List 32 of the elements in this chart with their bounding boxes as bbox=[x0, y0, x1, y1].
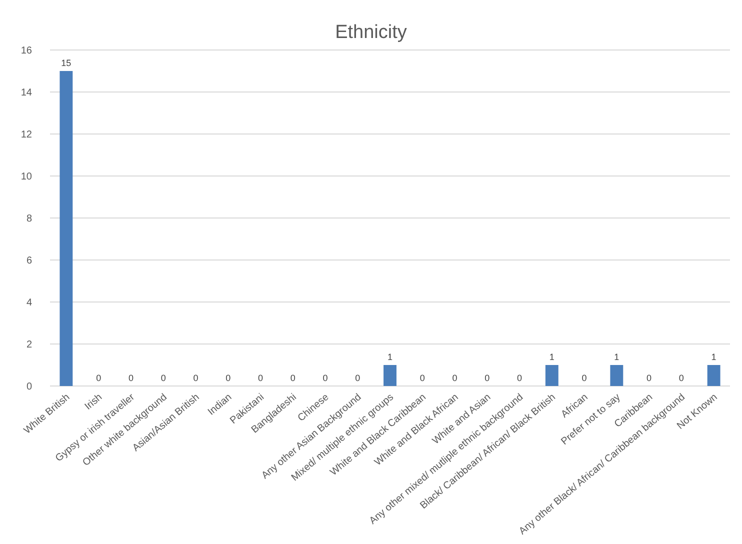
data-label: 0 bbox=[517, 373, 522, 383]
y-tick-label: 8 bbox=[26, 214, 32, 224]
y-tick-label: 2 bbox=[26, 340, 32, 350]
data-label: 0 bbox=[582, 373, 587, 383]
data-label: 1 bbox=[614, 352, 620, 362]
data-label: 15 bbox=[61, 58, 72, 68]
y-tick-label: 12 bbox=[20, 130, 32, 140]
data-label: 0 bbox=[322, 373, 328, 383]
data-label: 1 bbox=[549, 352, 554, 362]
data-label: 1 bbox=[387, 352, 393, 362]
data-label: 0 bbox=[193, 373, 198, 383]
chart-title: Ethnicity bbox=[335, 22, 408, 43]
data-label: 0 bbox=[128, 373, 134, 383]
data-label: 1 bbox=[711, 352, 716, 362]
y-tick-label: 4 bbox=[26, 298, 32, 308]
y-tick-label: 10 bbox=[20, 172, 32, 182]
data-label: 0 bbox=[226, 373, 231, 383]
data-label: 0 bbox=[258, 373, 263, 383]
data-label: 0 bbox=[160, 373, 166, 383]
y-tick-label: 0 bbox=[26, 382, 32, 392]
data-label: 0 bbox=[420, 373, 425, 383]
data-label: 0 bbox=[452, 373, 458, 383]
data-label: 0 bbox=[484, 373, 490, 383]
data-label: 0 bbox=[96, 373, 102, 383]
x-tick-label: Irish bbox=[82, 392, 104, 412]
data-label: 0 bbox=[678, 373, 684, 383]
y-tick-label: 16 bbox=[20, 46, 32, 56]
data-label: 0 bbox=[290, 373, 296, 383]
data-label: 0 bbox=[646, 373, 652, 383]
y-tick-label: 14 bbox=[20, 88, 32, 98]
y-tick-label: 6 bbox=[26, 256, 32, 266]
data-label: 0 bbox=[355, 373, 360, 383]
